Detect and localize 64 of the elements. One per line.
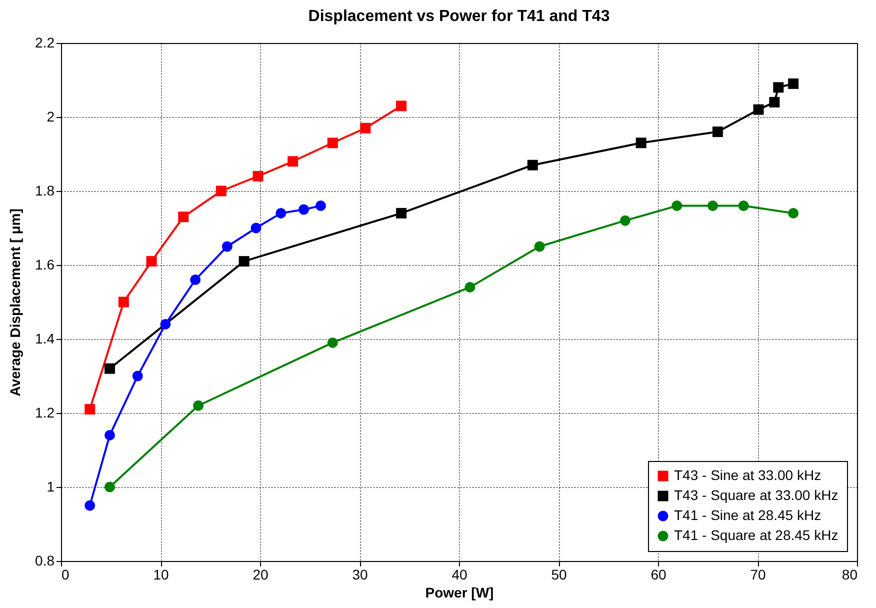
point bbox=[132, 370, 143, 382]
point bbox=[464, 282, 476, 292]
point bbox=[327, 337, 338, 348]
x-tick-label: 50 bbox=[551, 566, 567, 582]
y-axis-title: Average Displacement [ μm] bbox=[7, 208, 24, 396]
point bbox=[118, 296, 129, 308]
point bbox=[238, 256, 250, 267]
point bbox=[396, 208, 407, 218]
x-tick-label: 0 bbox=[62, 566, 70, 582]
y-tick-label: 0.8 bbox=[35, 552, 55, 568]
x-axis-title: Power [W] bbox=[425, 584, 494, 600]
x-tick-label: 30 bbox=[352, 566, 368, 582]
point bbox=[298, 204, 310, 215]
legend-label: T43 - Square at 33.00 kHz bbox=[674, 487, 838, 503]
point bbox=[104, 430, 115, 440]
y-tick-label: 1.2 bbox=[35, 404, 55, 420]
point bbox=[707, 200, 718, 212]
point bbox=[753, 104, 764, 115]
point bbox=[276, 208, 286, 218]
point bbox=[773, 82, 784, 93]
point bbox=[672, 200, 682, 212]
point bbox=[104, 482, 115, 492]
x-tick-label: 40 bbox=[452, 566, 468, 582]
y-tick-label: 2 bbox=[46, 108, 55, 124]
point bbox=[788, 78, 799, 89]
point bbox=[738, 200, 749, 212]
point bbox=[84, 500, 96, 511]
point bbox=[788, 208, 799, 218]
x-tick-label: 80 bbox=[842, 566, 858, 582]
point bbox=[636, 138, 646, 148]
point bbox=[222, 241, 232, 252]
point bbox=[327, 138, 338, 148]
point bbox=[315, 200, 326, 212]
point bbox=[360, 122, 371, 134]
point bbox=[216, 186, 226, 196]
point bbox=[620, 215, 630, 226]
point bbox=[193, 400, 204, 411]
legend-label: T41 - Square at 28.45 kHz bbox=[674, 527, 838, 543]
point bbox=[534, 241, 545, 252]
point bbox=[288, 156, 298, 167]
point bbox=[104, 363, 115, 374]
point bbox=[252, 170, 264, 182]
x-tick-label: 70 bbox=[750, 566, 766, 582]
point bbox=[769, 96, 780, 108]
y-tick-label: 1 bbox=[46, 478, 55, 494]
point bbox=[84, 404, 96, 415]
point bbox=[178, 212, 189, 222]
point bbox=[160, 318, 171, 330]
point bbox=[396, 100, 407, 112]
point bbox=[146, 256, 157, 267]
point bbox=[250, 222, 262, 234]
y-tick-label: 1.6 bbox=[35, 256, 55, 272]
point bbox=[712, 126, 723, 138]
point bbox=[190, 274, 201, 286]
x-tick-label: 60 bbox=[650, 566, 666, 582]
chart-title: Displacement vs Power for T41 and T43 bbox=[308, 8, 610, 25]
point bbox=[527, 160, 538, 170]
legend-label: T41 - Sine at 28.45 kHz bbox=[674, 507, 822, 523]
x-tick-label: 10 bbox=[153, 566, 169, 582]
y-tick-label: 1.4 bbox=[35, 330, 55, 346]
y-tick-label: 2.2 bbox=[35, 34, 55, 50]
legend-label: T43 - Sine at 33.00 kHz bbox=[674, 467, 822, 483]
y-tick-label: 1.8 bbox=[35, 182, 55, 198]
x-tick-label: 20 bbox=[252, 566, 268, 582]
